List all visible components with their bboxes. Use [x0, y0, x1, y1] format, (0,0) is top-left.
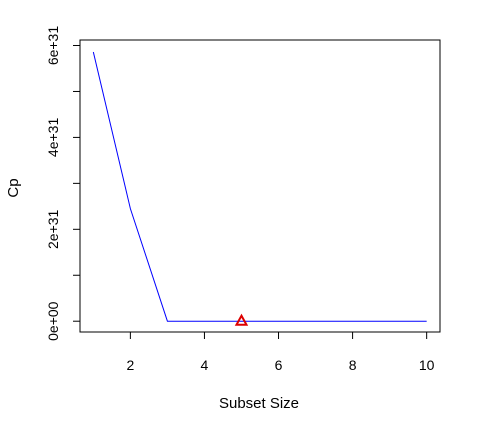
x-tick-label-2: 2 [126, 357, 134, 373]
y-axis-title: Cp [5, 178, 22, 197]
x-axis-title: Subset Size [219, 395, 299, 412]
series-layer [92, 51, 427, 322]
y-tick-label-4: 4e+31 [45, 118, 61, 158]
x-tick-label-4: 4 [201, 357, 209, 373]
x-tick-label-6: 6 [275, 357, 283, 373]
highlight-triangle-marker [234, 313, 249, 326]
x-tick-label-10: 10 [419, 357, 435, 373]
x-axis: 2 4 6 8 10 [126, 331, 435, 373]
y-tick-label-2: 2e+31 [45, 209, 61, 249]
y-tick-label-6: 6e+31 [45, 26, 61, 66]
marker-layer [234, 313, 249, 326]
x-tick-label-8: 8 [349, 357, 357, 373]
y-axis: 0e+00 2e+31 4e+31 6e+31 [45, 26, 81, 341]
y-tick-label-0: 0e+00 [45, 301, 61, 341]
series-line-0 [92, 51, 427, 322]
